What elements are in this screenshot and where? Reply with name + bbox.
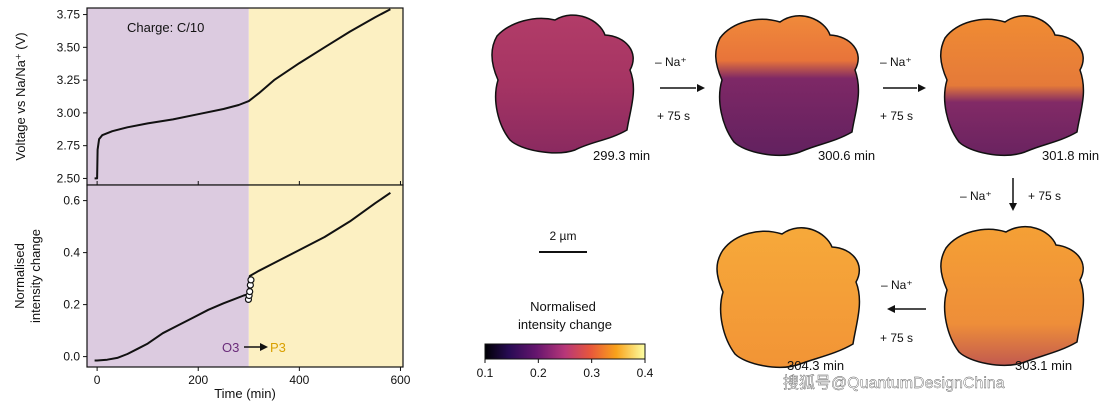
op-label-2: – Na⁺ bbox=[880, 55, 912, 69]
scale-bar-label: 2 µm bbox=[550, 229, 577, 243]
image-marker-2 bbox=[246, 288, 254, 296]
op-arrow-1: – Na⁺ + 75 s bbox=[655, 55, 705, 123]
particle-image-4 bbox=[940, 225, 1085, 366]
y-tick-label-top-5: 3.75 bbox=[57, 8, 81, 22]
panel-1: 299.3 min bbox=[491, 14, 650, 163]
op-label-4: – Na⁺ bbox=[881, 278, 913, 292]
y-tick-label-top-2: 3.00 bbox=[57, 106, 81, 120]
y-axis-label-bottom-1: Normalised bbox=[12, 243, 27, 309]
scale-bar: 2 µm bbox=[539, 229, 587, 253]
intensity-line bbox=[94, 191, 391, 362]
y-tick-label-bottom-2: 0.4 bbox=[63, 246, 80, 260]
particle-image-1 bbox=[491, 14, 635, 154]
colorbar-gradient bbox=[484, 343, 646, 360]
op-sub-1: + 75 s bbox=[657, 109, 690, 123]
region-p3-top bbox=[248, 8, 403, 185]
phase-label-o3: O3 bbox=[222, 340, 239, 355]
x-tick-label-2: 400 bbox=[289, 373, 309, 387]
colorbar-tick-label-1: 0.2 bbox=[530, 366, 547, 380]
colorbar: Normalised intensity change 0.1 0.2 0.3 0.4 bbox=[477, 299, 654, 380]
y-tick-label-top-4: 3.50 bbox=[57, 40, 81, 54]
region-o3-bottom bbox=[87, 185, 249, 367]
colorbar-tick-label-0: 0.1 bbox=[477, 366, 494, 380]
op-label-1: – Na⁺ bbox=[655, 55, 687, 69]
time-label-5: 304.3 min bbox=[787, 358, 844, 373]
voltage-chart: Charge: C/10 2.50 2.75 3.00 3.25 3.50 3.75 Volt… bbox=[13, 7, 404, 186]
panel-2: 300.6 min bbox=[715, 15, 875, 163]
y-tick-label-bottom-3: 0.6 bbox=[63, 194, 80, 208]
y-tick-label-top-1: 2.75 bbox=[57, 139, 81, 153]
particle-image-2 bbox=[715, 15, 860, 156]
region-o3-top bbox=[87, 8, 249, 185]
colorbar-tick-label-2: 0.3 bbox=[583, 366, 600, 380]
phase-label-p3: P3 bbox=[270, 340, 286, 355]
time-label-4: 303.1 min bbox=[1015, 358, 1072, 373]
region-p3-bottom bbox=[248, 185, 403, 367]
particle-image-5 bbox=[716, 227, 861, 368]
voltage-line bbox=[94, 8, 391, 180]
panel-3: 301.8 min bbox=[940, 15, 1099, 163]
watermark: 搜狐号@QuantumDesignChina bbox=[783, 374, 1005, 392]
y-tick-label-bottom-0: 0.0 bbox=[63, 350, 80, 364]
y-axis-label-top: Voltage vs Na/Na⁺ (V) bbox=[13, 32, 28, 160]
panel-5: 304.3 min bbox=[716, 227, 861, 373]
y-axis-label-bottom-2: intensity change bbox=[28, 229, 43, 323]
colorbar-title-1: Normalised bbox=[530, 299, 596, 314]
op-arrow-2: – Na⁺ + 75 s bbox=[880, 55, 926, 123]
colorbar-tick-label-3: 0.4 bbox=[637, 366, 654, 380]
x-tick-label-3: 600 bbox=[390, 373, 410, 387]
time-label-2: 300.6 min bbox=[818, 148, 875, 163]
y-tick-label-top-3: 3.25 bbox=[57, 73, 81, 87]
op-label-3: – Na⁺ bbox=[960, 189, 992, 203]
plot-frame-bottom bbox=[86, 184, 404, 368]
y-tick-label-bottom-1: 0.2 bbox=[63, 298, 80, 312]
intensity-chart: 0.0 0.2 0.4 0.6 0 200 400 600 Normalised intensit… bbox=[12, 184, 411, 401]
time-label-1: 299.3 min bbox=[593, 148, 650, 163]
image-marker-4 bbox=[247, 276, 255, 284]
time-label-3: 301.8 min bbox=[1042, 148, 1099, 163]
x-tick-label-0: 0 bbox=[94, 373, 101, 387]
x-axis-label: Time (min) bbox=[214, 386, 276, 401]
op-sub-2: + 75 s bbox=[880, 109, 913, 123]
op-sub-3: + 75 s bbox=[1028, 189, 1061, 203]
particle-image-3 bbox=[940, 15, 1085, 156]
op-sub-4: + 75 s bbox=[880, 331, 913, 345]
op-arrow-4: – Na⁺ + 75 s bbox=[880, 278, 926, 345]
y-tick-label-top-0: 2.50 bbox=[57, 171, 81, 185]
panel-4: 303.1 min bbox=[940, 225, 1085, 373]
x-tick-label-1: 200 bbox=[188, 373, 208, 387]
phase-arrowhead bbox=[260, 343, 268, 351]
chart-title: Charge: C/10 bbox=[127, 20, 204, 35]
op-arrow-3: – Na⁺ + 75 s bbox=[960, 178, 1061, 211]
colorbar-title-2: intensity change bbox=[518, 317, 612, 332]
